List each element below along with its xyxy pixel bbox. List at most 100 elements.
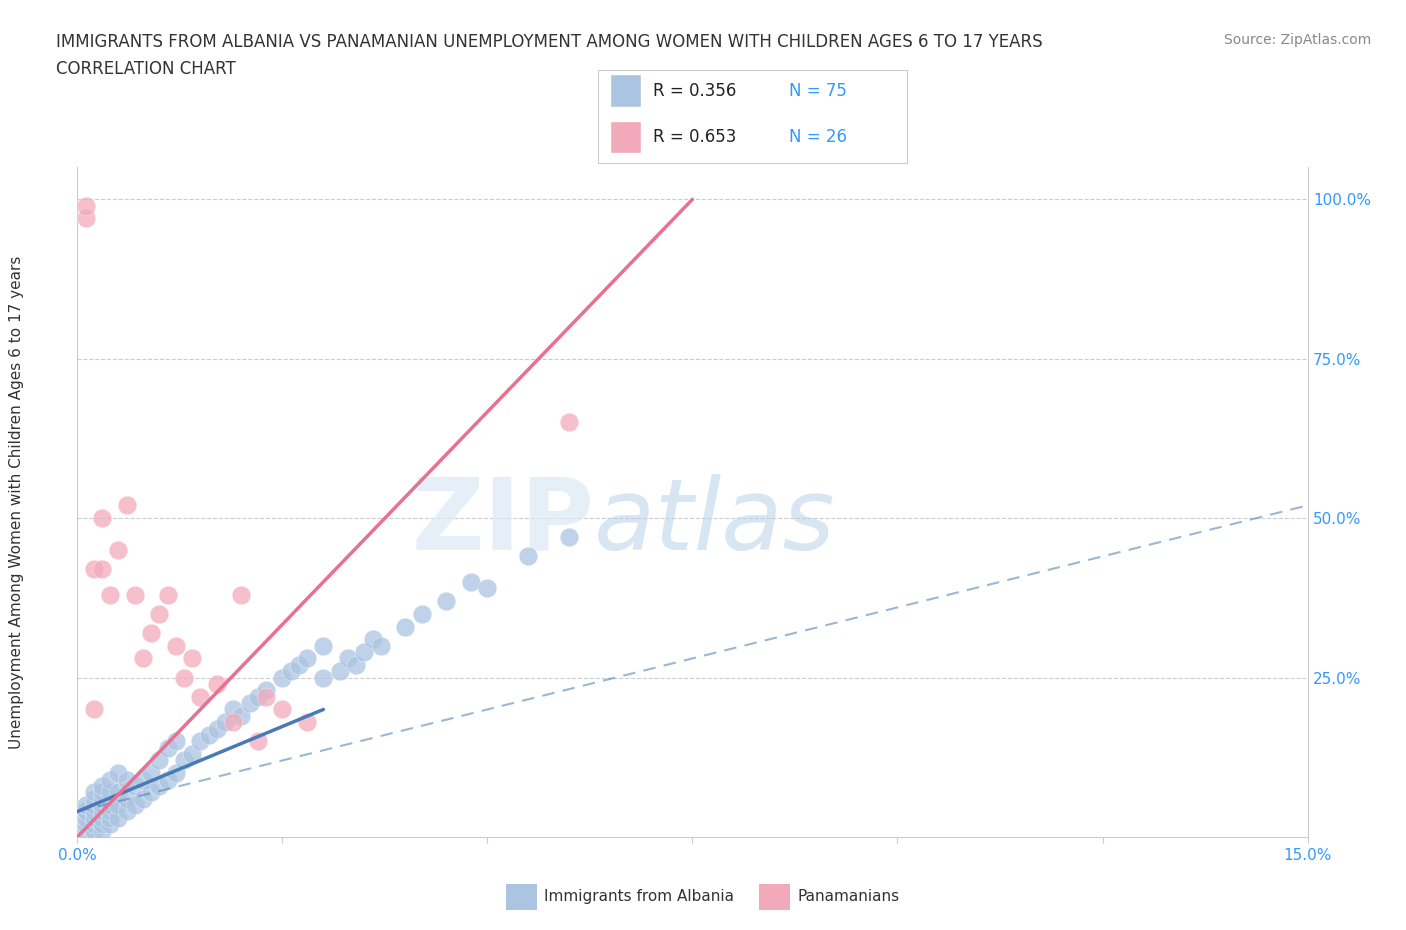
Point (173, 671, 195, 685)
Point (558, 415, 581, 430)
Point (197, 727, 219, 742)
Text: atlas: atlas (595, 473, 835, 571)
Point (90, 778, 114, 793)
Point (83, 798, 105, 813)
Point (361, 631, 384, 646)
Point (115, 804, 138, 819)
Point (222, 715, 245, 730)
Point (558, 530, 581, 545)
Text: N = 26: N = 26 (789, 128, 848, 146)
Point (288, 658, 311, 672)
Point (280, 664, 302, 679)
Text: CORRELATION CHART: CORRELATION CHART (56, 60, 236, 78)
Point (115, 791, 138, 806)
Point (312, 638, 335, 653)
Point (90, 562, 114, 577)
Point (231, 709, 253, 724)
Point (75, 823, 97, 838)
Point (222, 702, 245, 717)
Point (411, 606, 433, 621)
Point (75, 211, 97, 226)
Point (115, 498, 138, 512)
Point (83, 702, 105, 717)
Point (394, 619, 416, 634)
Text: Immigrants from Albania: Immigrants from Albania (544, 889, 734, 904)
Point (90, 810, 114, 825)
Point (83, 804, 105, 819)
Point (239, 696, 262, 711)
Point (173, 753, 195, 768)
Point (165, 765, 187, 780)
Text: Unemployment Among Women with Children Ages 6 to 17 years: Unemployment Among Women with Children A… (10, 256, 24, 749)
Point (165, 734, 187, 749)
Point (517, 549, 540, 564)
Point (107, 765, 129, 780)
Point (156, 740, 179, 755)
Point (148, 753, 170, 768)
Point (337, 651, 360, 666)
Point (83, 791, 105, 806)
Point (312, 671, 335, 685)
Point (148, 778, 170, 793)
Point (98, 810, 121, 825)
Point (141, 785, 163, 800)
Point (132, 791, 155, 806)
Point (156, 587, 179, 602)
Point (295, 715, 318, 730)
Point (75, 198, 97, 213)
Point (214, 715, 236, 730)
Point (98, 798, 121, 813)
Point (165, 638, 187, 653)
Point (107, 542, 129, 557)
Point (246, 689, 269, 704)
Point (75, 817, 97, 831)
Point (124, 587, 146, 602)
Text: Source: ZipAtlas.com: Source: ZipAtlas.com (1223, 33, 1371, 46)
Point (98, 587, 121, 602)
Point (90, 791, 114, 806)
Point (271, 671, 294, 685)
Point (75, 798, 97, 813)
Point (132, 772, 155, 787)
Point (90, 804, 114, 819)
Point (246, 734, 269, 749)
Text: R = 0.653: R = 0.653 (654, 128, 737, 146)
Point (107, 810, 129, 825)
Text: ZIP: ZIP (411, 473, 595, 571)
Point (148, 606, 170, 621)
Point (231, 587, 253, 602)
Point (98, 804, 121, 819)
Point (205, 721, 228, 736)
Point (124, 798, 146, 813)
Point (353, 644, 375, 659)
Point (329, 664, 352, 679)
Point (90, 511, 114, 525)
Point (205, 676, 228, 691)
Point (83, 823, 105, 838)
Point (181, 651, 204, 666)
Point (141, 626, 163, 641)
Point (98, 817, 121, 831)
Point (436, 593, 458, 608)
Point (90, 798, 114, 813)
FancyBboxPatch shape (610, 74, 641, 107)
Point (75, 804, 97, 819)
Point (188, 689, 212, 704)
Point (370, 638, 392, 653)
Point (460, 575, 482, 590)
Point (98, 772, 121, 787)
Point (115, 772, 138, 787)
Point (477, 581, 499, 596)
Point (75, 810, 97, 825)
Point (98, 785, 121, 800)
Point (254, 683, 277, 698)
Point (124, 778, 146, 793)
Point (90, 823, 114, 838)
Point (83, 810, 105, 825)
Point (188, 734, 212, 749)
Point (132, 651, 155, 666)
Text: Panamanians: Panamanians (797, 889, 900, 904)
Point (254, 689, 277, 704)
Point (156, 772, 179, 787)
Point (344, 658, 367, 672)
